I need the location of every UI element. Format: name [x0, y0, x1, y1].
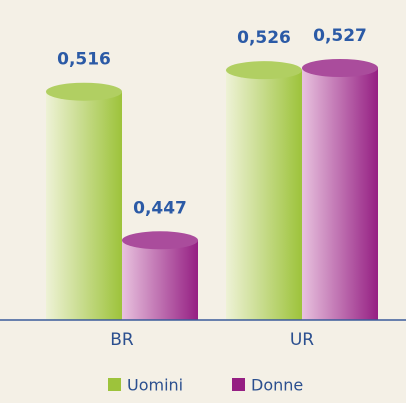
cylinder-top	[122, 231, 198, 250]
x-tick-label: BR	[110, 330, 134, 350]
cylinder-top	[226, 61, 302, 80]
legend-label: Uomini	[127, 376, 183, 395]
legend-label: Donne	[251, 376, 303, 395]
value-label: 0,527	[313, 26, 367, 46]
cylinder-top	[302, 59, 378, 77]
legend-swatch	[108, 378, 121, 391]
value-label: 0,447	[133, 198, 187, 218]
cylinder-top	[46, 82, 122, 101]
cylinder-body	[302, 68, 378, 320]
value-label: 0,516	[57, 50, 111, 70]
cylinder-body	[122, 240, 198, 320]
cylinder-body	[46, 91, 122, 320]
legend-swatch	[232, 378, 245, 391]
cylinder-body	[226, 70, 302, 321]
x-tick-label: UR	[290, 330, 314, 350]
value-label: 0,526	[237, 28, 291, 48]
